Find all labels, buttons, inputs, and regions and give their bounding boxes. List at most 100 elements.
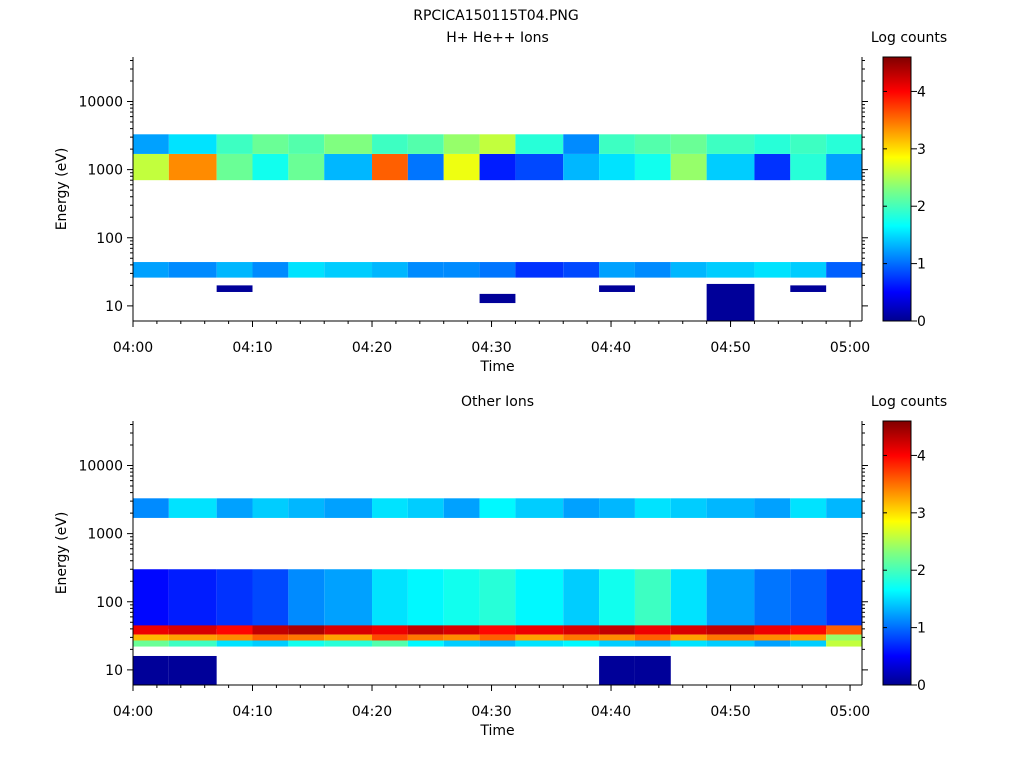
colorbar-tick-label: 0 bbox=[917, 314, 926, 330]
heatmap-cell bbox=[443, 569, 480, 629]
heatmap-cell bbox=[324, 640, 373, 647]
panel-1: 04:00 04:10 04:20 04:30 04:40 04:50 05:0010100… bbox=[54, 30, 947, 375]
heatmap-cell bbox=[599, 625, 635, 635]
heatmap-cell bbox=[754, 625, 791, 635]
heatmap-cell bbox=[706, 498, 755, 518]
heatmap-cell bbox=[407, 498, 444, 518]
heatmap-cell bbox=[563, 625, 600, 635]
heatmap-cell bbox=[443, 640, 480, 647]
heatmap-cell bbox=[515, 153, 564, 181]
heatmap-cell bbox=[790, 153, 827, 181]
panel-2: 04:00 04:10 04:20 04:30 04:40 04:50 05:0010100… bbox=[54, 394, 947, 739]
heatmap-cell bbox=[288, 625, 325, 635]
heatmap-cell bbox=[252, 640, 289, 647]
colorbar-tick-label: 1 bbox=[917, 621, 926, 637]
heatmap-cell bbox=[563, 498, 600, 518]
heatmap-cell bbox=[133, 655, 169, 685]
heatmap-cell bbox=[670, 634, 707, 641]
heatmap-cell bbox=[790, 640, 827, 647]
y-tick-label: 1000 bbox=[87, 163, 123, 179]
heatmap-cell bbox=[216, 134, 253, 154]
heatmap-cell bbox=[826, 640, 862, 647]
heatmap-cell bbox=[790, 285, 827, 292]
heatmap-cell bbox=[634, 498, 671, 518]
heatmap-cell bbox=[216, 285, 253, 292]
colorbar bbox=[882, 420, 912, 686]
heatmap-cell bbox=[133, 262, 169, 278]
heatmap-cell bbox=[670, 153, 707, 181]
heatmap-cell bbox=[252, 153, 289, 181]
heatmap-cell bbox=[706, 134, 755, 154]
heatmap-cell bbox=[790, 634, 827, 641]
heatmap-cell bbox=[670, 625, 707, 635]
heatmap-cell bbox=[790, 262, 827, 278]
heatmap-cell bbox=[443, 153, 480, 181]
heatmap-cell bbox=[216, 153, 253, 181]
heatmap-cell bbox=[443, 262, 480, 278]
heatmap-cell bbox=[790, 498, 827, 518]
heatmap-cell bbox=[479, 153, 516, 181]
heatmap-cell bbox=[216, 634, 253, 641]
heatmap-cell bbox=[706, 283, 755, 321]
heatmap-cell bbox=[706, 640, 755, 647]
panel-title: Other Ions bbox=[461, 394, 534, 410]
heatmap-cell bbox=[133, 634, 169, 641]
colorbar-label: Log counts bbox=[871, 30, 947, 46]
heatmap-cell bbox=[252, 498, 289, 518]
heatmap-cell bbox=[479, 498, 516, 518]
heatmap-cell bbox=[252, 625, 289, 635]
heatmap-cell bbox=[407, 634, 444, 641]
heatmap-cell bbox=[133, 153, 169, 181]
heatmap-cell bbox=[324, 153, 373, 181]
heatmap-cell bbox=[670, 498, 707, 518]
heatmap-cell bbox=[133, 498, 169, 518]
heatmap-cell bbox=[599, 153, 635, 181]
heatmap-cell bbox=[443, 625, 480, 635]
heatmap-cell bbox=[324, 569, 373, 629]
heatmap-cell bbox=[599, 285, 635, 292]
heatmap-cell bbox=[634, 153, 671, 181]
heatmap-cell bbox=[706, 262, 755, 278]
heatmap-cell bbox=[599, 262, 635, 278]
heatmap-cell bbox=[599, 569, 635, 629]
heatmap-cell bbox=[168, 153, 217, 181]
heatmap-cell bbox=[407, 134, 444, 154]
heatmap-cell bbox=[826, 134, 862, 154]
heatmap-cell bbox=[754, 262, 791, 278]
heatmap-cell bbox=[515, 640, 564, 647]
heatmap-cell bbox=[634, 569, 671, 629]
heatmap-cell bbox=[790, 134, 827, 154]
heatmap-cell bbox=[407, 640, 444, 647]
heatmap-cell bbox=[324, 625, 373, 635]
colorbar-tick-label: 2 bbox=[917, 563, 926, 579]
heatmap-cell bbox=[754, 153, 791, 181]
x-tick-label: 04:50 bbox=[710, 704, 750, 720]
heatmap-cell bbox=[288, 640, 325, 647]
heatmap-cell bbox=[706, 153, 755, 181]
heatmap-cell bbox=[372, 640, 408, 647]
x-tick-label: 04:50 bbox=[710, 340, 750, 356]
heatmap-cell bbox=[372, 625, 408, 635]
heatmap-cell bbox=[133, 134, 169, 154]
x-axis-label: Time bbox=[479, 723, 514, 739]
heatmap-cell bbox=[754, 640, 791, 647]
colorbar-tick-label: 4 bbox=[917, 448, 926, 464]
heatmap-cell bbox=[479, 569, 516, 629]
heatmap-cell bbox=[826, 569, 862, 629]
heatmap-cell bbox=[515, 569, 564, 629]
heatmap-cell bbox=[515, 134, 564, 154]
heatmap-cell bbox=[754, 134, 791, 154]
heatmap-cell bbox=[168, 655, 217, 685]
heatmap-cell bbox=[563, 134, 600, 154]
heatmap-cell bbox=[479, 134, 516, 154]
colorbar-tick-label: 3 bbox=[917, 506, 926, 522]
heatmap-cell bbox=[168, 262, 217, 278]
heatmap-cell bbox=[790, 569, 827, 629]
heatmap-cell bbox=[168, 569, 217, 629]
x-tick-label: 04:30 bbox=[471, 340, 511, 356]
heatmap-cell bbox=[216, 625, 253, 635]
heatmap-cell bbox=[479, 262, 516, 278]
x-tick-label: 04:40 bbox=[591, 340, 631, 356]
x-tick-label: 04:20 bbox=[352, 704, 392, 720]
heatmap-cell bbox=[479, 625, 516, 635]
